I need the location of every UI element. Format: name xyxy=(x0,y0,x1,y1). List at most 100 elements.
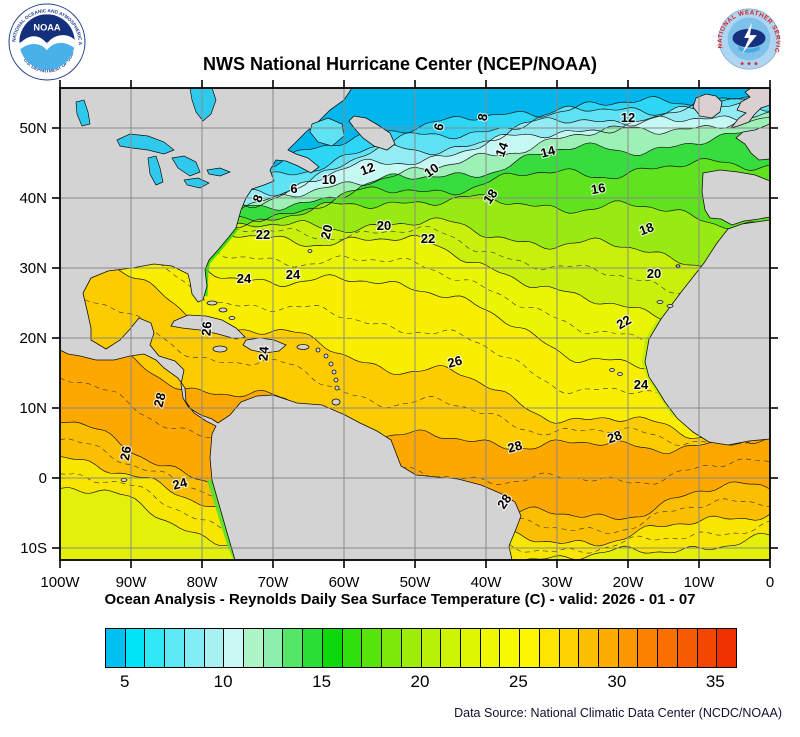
colorbar-cell xyxy=(362,629,383,667)
land-bermuda xyxy=(307,249,313,253)
lakes-and-bays xyxy=(75,88,345,189)
lat-label-50N: 50N xyxy=(19,120,47,137)
land-newfoundland xyxy=(348,115,396,151)
colorbar-cell xyxy=(598,629,619,667)
noaa-seagull-icon xyxy=(19,35,75,51)
nws-lightning-icon xyxy=(742,22,757,54)
contour-label-28: 28 xyxy=(605,427,624,446)
land-antilles xyxy=(333,377,339,383)
colorbar-cell xyxy=(145,629,166,667)
nws-logo-icon: NATIONAL WEATHER SERVICE ★ ★ ★ xyxy=(715,0,781,70)
land-madeira xyxy=(675,264,681,268)
land-britain xyxy=(729,88,770,129)
land-americas xyxy=(60,88,522,560)
contour-label-20: 20 xyxy=(318,223,336,241)
axis-ticks xyxy=(52,80,778,568)
colorbar-tick-5: 5 xyxy=(119,672,130,691)
colorbar-tick-30: 30 xyxy=(607,672,627,691)
contour-label-6: 6 xyxy=(290,181,297,196)
axis-labels: 100W 90W 80W 70W 60W 50W 40W 30W 20W 10W 0 50N 40N 30… xyxy=(19,120,774,591)
contour-label-20: 20 xyxy=(377,218,391,233)
land-antilles xyxy=(331,369,337,375)
lat-label-10N: 10N xyxy=(19,400,47,417)
noaa-wordmark: NOAA xyxy=(33,23,60,33)
land-france xyxy=(735,123,770,161)
contour-label-24: 24 xyxy=(286,267,301,282)
colorbar-cell xyxy=(382,629,402,667)
contour-label-18: 18 xyxy=(637,219,656,238)
lon-label-80W: 80W xyxy=(187,574,219,591)
land-antilles xyxy=(334,385,340,391)
colorbar-cell xyxy=(539,629,560,667)
colorbar-tick-20: 20 xyxy=(410,672,430,691)
colorbar-cell xyxy=(263,629,284,667)
lon-label-40W: 40W xyxy=(471,574,503,591)
lat-label-10S: 10S xyxy=(20,540,47,557)
colorbar-cell xyxy=(677,629,698,667)
lake-erie xyxy=(183,177,210,189)
lon-label-10W: 10W xyxy=(684,574,716,591)
map-caption: Ocean Analysis - Reynolds Daily Sea Surf… xyxy=(104,591,696,608)
colorbar-cell xyxy=(460,629,481,667)
nws-stars: ★ ★ ★ xyxy=(740,60,759,67)
lat-label-30N: 30N xyxy=(19,260,47,277)
landmasses xyxy=(60,88,770,560)
colorbar-cell xyxy=(441,629,461,667)
colorbar-cell xyxy=(283,629,304,667)
colorbar-cell xyxy=(480,629,501,667)
land-galapagos xyxy=(120,478,128,482)
land-hispaniola xyxy=(242,337,287,354)
lon-label-70W: 70W xyxy=(258,574,290,591)
colorbar-cell xyxy=(559,629,580,667)
lake-ontario xyxy=(206,167,231,177)
contour-label-12: 12 xyxy=(358,159,377,178)
noaa-logo: NATIONAL OCEANIC AND ATMOSPHERIC ADMINIS… xyxy=(6,0,86,81)
colorbar-cell xyxy=(342,629,363,667)
colorbar-cell xyxy=(165,629,185,667)
lat-label-0: 0 xyxy=(39,470,47,487)
nws-logo: NATIONAL WEATHER SERVICE ★ ★ ★ xyxy=(715,0,782,75)
land-ireland xyxy=(692,93,723,119)
land-antilles xyxy=(315,347,321,353)
contour-label-22: 22 xyxy=(421,231,435,246)
colorbar-tick-10: 10 xyxy=(213,672,233,691)
land-antilles xyxy=(323,353,329,359)
lat-label-20N: 20N xyxy=(19,330,47,347)
colorbar-tick-25: 25 xyxy=(508,672,528,691)
data-source-note: Data Source: National Climatic Data Cent… xyxy=(454,706,782,720)
temperature-colorbar xyxy=(105,628,737,668)
colorbar-cell xyxy=(638,629,659,667)
land-bahamas xyxy=(228,316,236,320)
lake-huron xyxy=(171,155,201,177)
colorbar-cell xyxy=(303,629,323,667)
land-antilles xyxy=(328,361,334,367)
page-title: NWS National Hurricane Center (NCEP/NOAA… xyxy=(202,54,598,74)
colorbar-cell xyxy=(500,629,521,667)
colorbar-cell xyxy=(184,629,205,667)
contour-label-24: 24 xyxy=(255,345,271,361)
sst-map: 6 8 12 14 14 10 16 18 18 8 6 10 12 22 20 20 22 20 22 24 24 24… xyxy=(19,80,778,591)
contour-label-24: 24 xyxy=(237,271,252,286)
contour-label-16: 16 xyxy=(590,180,607,197)
land-jamaica xyxy=(212,345,228,353)
colorbar-tick-35: 35 xyxy=(705,672,725,691)
contour-label-12: 12 xyxy=(621,110,635,125)
land-puerto-rico xyxy=(296,344,310,350)
lon-label-30W: 30W xyxy=(542,574,574,591)
colorbar-tick-labels: 5 10 15 20 25 30 35 xyxy=(105,672,735,696)
colorbar-cell xyxy=(658,629,678,667)
colorbar-cell xyxy=(401,629,422,667)
contour-label-24: 24 xyxy=(634,377,649,392)
contour-label-28: 28 xyxy=(506,438,524,456)
lon-label-20W: 20W xyxy=(613,574,645,591)
contour-label-22: 22 xyxy=(256,227,270,242)
colorbar-cell xyxy=(697,629,718,667)
contour-label-8: 8 xyxy=(475,112,491,122)
contour-label-26: 26 xyxy=(198,321,214,337)
contour-label-26: 26 xyxy=(117,445,134,462)
lon-label-100W: 100W xyxy=(40,574,80,591)
land-canaries xyxy=(656,300,664,304)
contour-label-10: 10 xyxy=(322,172,336,187)
lat-lon-grid xyxy=(60,88,770,560)
